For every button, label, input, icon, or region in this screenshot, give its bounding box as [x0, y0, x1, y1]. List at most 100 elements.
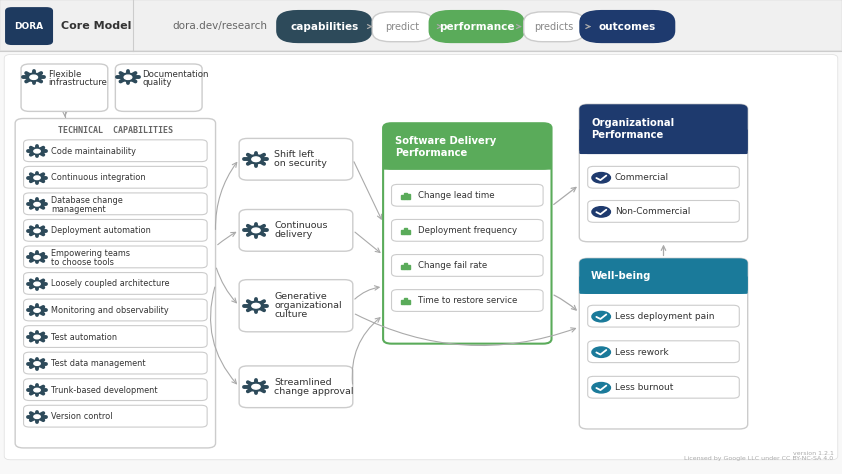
FancyBboxPatch shape: [588, 201, 739, 222]
FancyBboxPatch shape: [588, 166, 739, 188]
Circle shape: [252, 303, 260, 308]
FancyBboxPatch shape: [383, 146, 552, 170]
Text: DORA: DORA: [14, 22, 44, 30]
Circle shape: [34, 362, 40, 365]
Text: Less rework: Less rework: [615, 348, 669, 356]
Bar: [407, 229, 410, 234]
Circle shape: [34, 388, 40, 392]
Circle shape: [31, 281, 43, 287]
Circle shape: [592, 347, 610, 357]
Circle shape: [248, 301, 264, 310]
FancyBboxPatch shape: [15, 118, 216, 448]
FancyBboxPatch shape: [4, 55, 838, 460]
Circle shape: [34, 202, 40, 206]
FancyBboxPatch shape: [239, 280, 353, 332]
FancyBboxPatch shape: [239, 366, 353, 408]
Text: Deployment frequency: Deployment frequency: [418, 227, 518, 235]
FancyBboxPatch shape: [239, 138, 353, 180]
Text: Non-Commercial: Non-Commercial: [615, 208, 690, 216]
FancyBboxPatch shape: [579, 10, 675, 43]
Circle shape: [26, 73, 41, 82]
Text: Monitoring and observability: Monitoring and observability: [51, 306, 169, 315]
Bar: [401, 265, 404, 269]
Circle shape: [31, 201, 43, 208]
Text: culture: culture: [274, 310, 307, 319]
Circle shape: [252, 157, 260, 162]
Text: Shift left: Shift left: [274, 150, 315, 159]
Circle shape: [31, 334, 43, 340]
FancyBboxPatch shape: [579, 104, 748, 242]
Circle shape: [31, 413, 43, 420]
Text: Flexible: Flexible: [48, 70, 82, 79]
FancyBboxPatch shape: [588, 305, 739, 327]
FancyBboxPatch shape: [24, 219, 207, 241]
Text: Test data management: Test data management: [51, 359, 146, 368]
Text: Licensed by Google LLC under CC BY-NC-SA 4.0: Licensed by Google LLC under CC BY-NC-SA…: [685, 456, 834, 461]
Text: Organizational
Performance: Organizational Performance: [591, 118, 674, 140]
Bar: [404, 298, 407, 304]
Circle shape: [252, 228, 260, 233]
FancyBboxPatch shape: [24, 273, 207, 294]
Circle shape: [34, 229, 40, 233]
Text: Continuous integration: Continuous integration: [51, 173, 146, 182]
Bar: [407, 194, 410, 199]
FancyBboxPatch shape: [579, 258, 748, 294]
Text: delivery: delivery: [274, 230, 312, 239]
FancyBboxPatch shape: [392, 290, 543, 311]
FancyBboxPatch shape: [24, 193, 207, 215]
Circle shape: [248, 155, 264, 164]
Circle shape: [34, 309, 40, 312]
Circle shape: [592, 173, 610, 183]
FancyBboxPatch shape: [24, 379, 207, 401]
FancyBboxPatch shape: [24, 352, 207, 374]
Circle shape: [592, 311, 610, 322]
FancyBboxPatch shape: [239, 210, 353, 251]
Text: Trunk-based development: Trunk-based development: [51, 386, 158, 394]
FancyBboxPatch shape: [24, 140, 207, 162]
FancyBboxPatch shape: [24, 166, 207, 188]
Bar: [401, 195, 404, 199]
Text: management: management: [51, 205, 106, 214]
Text: Core Model: Core Model: [61, 21, 132, 31]
Circle shape: [34, 176, 40, 180]
Circle shape: [31, 360, 43, 367]
FancyBboxPatch shape: [0, 0, 842, 51]
FancyBboxPatch shape: [383, 123, 552, 344]
Text: predict: predict: [386, 21, 419, 32]
Text: capabilities: capabilities: [290, 21, 359, 32]
FancyBboxPatch shape: [24, 299, 207, 321]
Circle shape: [120, 73, 136, 82]
Text: predicts: predicts: [535, 21, 573, 32]
Text: on security: on security: [274, 159, 328, 168]
Text: Loosely coupled architecture: Loosely coupled architecture: [51, 280, 170, 288]
FancyBboxPatch shape: [24, 246, 207, 268]
Bar: [401, 301, 404, 304]
FancyBboxPatch shape: [588, 341, 739, 363]
Circle shape: [34, 149, 40, 153]
Text: Version control: Version control: [51, 412, 113, 421]
Circle shape: [592, 207, 610, 217]
FancyBboxPatch shape: [392, 219, 543, 241]
Bar: [401, 230, 404, 234]
Circle shape: [252, 384, 260, 389]
FancyBboxPatch shape: [579, 129, 748, 154]
FancyBboxPatch shape: [21, 64, 108, 111]
Text: performance: performance: [439, 21, 514, 32]
Text: Change fail rate: Change fail rate: [418, 262, 488, 270]
FancyBboxPatch shape: [579, 258, 748, 429]
Circle shape: [29, 75, 38, 80]
Text: version 1.2.1: version 1.2.1: [792, 451, 834, 456]
Circle shape: [31, 148, 43, 155]
FancyBboxPatch shape: [372, 12, 433, 42]
Text: outcomes: outcomes: [599, 21, 656, 32]
Text: quality: quality: [142, 79, 172, 87]
Text: Code maintainability: Code maintainability: [51, 147, 136, 155]
FancyBboxPatch shape: [383, 123, 552, 170]
FancyBboxPatch shape: [24, 405, 207, 427]
Text: dora.dev/research: dora.dev/research: [173, 21, 268, 31]
Text: TECHNICAL  CAPABILITIES: TECHNICAL CAPABILITIES: [58, 126, 173, 135]
Text: Less burnout: Less burnout: [615, 383, 673, 392]
FancyBboxPatch shape: [588, 376, 739, 398]
Circle shape: [31, 254, 43, 261]
Bar: [407, 300, 410, 304]
